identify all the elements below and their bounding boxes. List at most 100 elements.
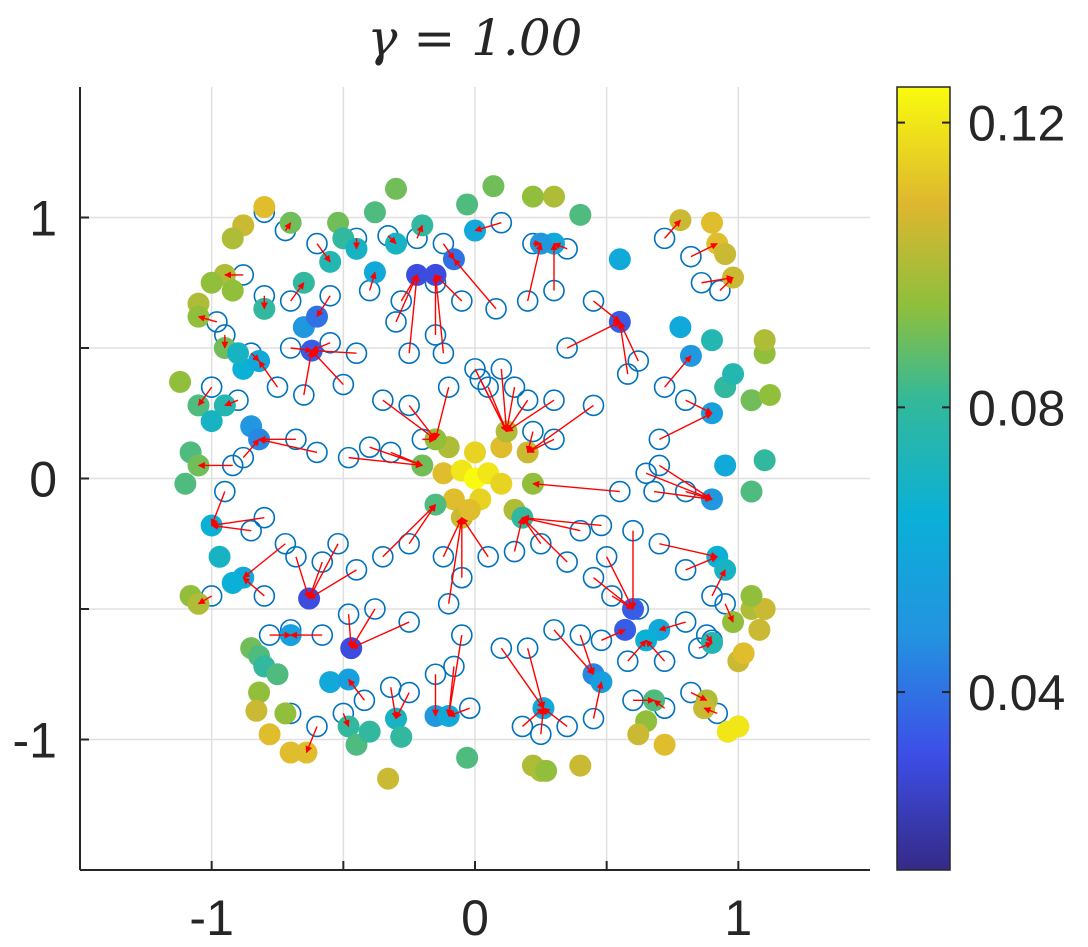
displacement-arrow xyxy=(210,491,226,527)
initial-point xyxy=(327,532,349,555)
displacement-arrow xyxy=(479,379,508,433)
displacement-arrow xyxy=(284,222,292,231)
final-point xyxy=(753,329,776,352)
displacement-arrow xyxy=(447,516,465,604)
displacement-arrow xyxy=(579,634,595,675)
displacement-arrow xyxy=(527,438,555,454)
displacement-arrow xyxy=(242,577,265,597)
displacement-arrow xyxy=(382,504,436,558)
displacement-arrow xyxy=(303,349,315,396)
displacement-arrow xyxy=(210,516,265,529)
displacement-arrow xyxy=(350,621,410,649)
displacement-arrow xyxy=(645,472,713,501)
final-point xyxy=(714,454,737,477)
displacement-arrow xyxy=(619,321,639,362)
initial-point xyxy=(616,650,639,673)
displacement-arrow xyxy=(658,464,713,500)
initial-point xyxy=(451,290,473,312)
initial-point xyxy=(516,637,539,659)
axes xyxy=(79,87,870,871)
chart-title: γ = 1.00 xyxy=(368,9,583,67)
displacement-arrow xyxy=(724,603,734,623)
final-point xyxy=(521,185,544,208)
displacement-arrow xyxy=(224,399,239,407)
initial-point xyxy=(582,566,605,589)
x-tick-labels: -1 0 1 xyxy=(189,890,752,946)
displacement-arrow xyxy=(698,641,713,649)
initial-point xyxy=(556,715,578,738)
displacement-arrow xyxy=(446,634,463,717)
displacement-arrow xyxy=(348,678,365,701)
displacement-arrow xyxy=(601,629,626,641)
displacement-arrow xyxy=(474,222,502,233)
displacement-arrow xyxy=(658,621,686,632)
initial-point xyxy=(582,290,605,312)
displacement-arrow xyxy=(390,451,423,467)
displacement-arrow xyxy=(685,399,713,414)
initial-point xyxy=(595,545,618,568)
displacement-arrow xyxy=(342,713,350,728)
initial-point xyxy=(398,681,420,704)
displacement-arrow xyxy=(664,219,681,239)
final-point xyxy=(753,449,776,472)
displacement-arrow xyxy=(368,271,377,291)
displacement-arrow xyxy=(593,300,621,323)
colorbar-tick-label: 0.08 xyxy=(968,380,1065,436)
final-point xyxy=(608,248,631,271)
displacement-arrow xyxy=(408,274,420,354)
displacement-arrow xyxy=(316,243,331,263)
initial-point xyxy=(398,394,420,417)
final-point xyxy=(245,699,268,722)
initial-point xyxy=(385,311,407,333)
displacement-arrow xyxy=(242,438,260,459)
final-point xyxy=(200,410,223,433)
displacement-arrow xyxy=(705,634,713,644)
initial-point xyxy=(582,394,605,417)
final-point xyxy=(569,203,592,226)
initial-point xyxy=(511,715,534,738)
initial-point xyxy=(609,480,631,503)
final-point xyxy=(722,363,745,386)
initial-point xyxy=(319,331,341,354)
final-point xyxy=(221,279,244,302)
initial-point xyxy=(648,532,671,555)
displacement-arrow xyxy=(521,517,568,563)
displacement-arrow xyxy=(258,360,279,388)
initial-point xyxy=(653,376,676,398)
displacement-arrow xyxy=(653,699,666,709)
final-point xyxy=(535,759,558,782)
initial-point xyxy=(306,715,328,738)
x-tick-label: -1 xyxy=(189,890,233,946)
initial-point xyxy=(582,707,605,730)
initial-point xyxy=(485,298,507,320)
initial-point xyxy=(674,389,697,412)
initial-point xyxy=(569,519,592,542)
initial-positions xyxy=(200,201,750,746)
displacement-arrow xyxy=(390,687,399,720)
displacement-arrow xyxy=(311,350,344,386)
displacement-arrow xyxy=(382,399,437,440)
initial-point xyxy=(709,279,731,302)
initial-point xyxy=(556,551,578,573)
initial-point xyxy=(266,376,289,398)
colorbar xyxy=(896,86,951,871)
displacement-arrow xyxy=(653,490,713,503)
initial-point xyxy=(616,363,639,385)
displacement-arrow xyxy=(432,274,445,354)
initial-point xyxy=(458,697,481,719)
final-point xyxy=(377,767,400,790)
initial-point xyxy=(306,441,328,464)
displacement-arrow xyxy=(711,569,726,597)
initial-point xyxy=(590,629,613,652)
initial-point xyxy=(200,376,223,398)
final-point xyxy=(432,462,455,485)
displacement-arrow xyxy=(685,490,713,501)
displacement-arrows xyxy=(197,219,734,754)
initial-point xyxy=(653,227,676,250)
displacement-arrow xyxy=(627,639,647,662)
final-point xyxy=(258,723,281,746)
displacement-arrow xyxy=(197,386,213,406)
colorbar-ticks: 0.04 0.08 0.12 xyxy=(897,96,1065,721)
initial-point xyxy=(648,454,671,477)
initial-point xyxy=(522,420,544,443)
